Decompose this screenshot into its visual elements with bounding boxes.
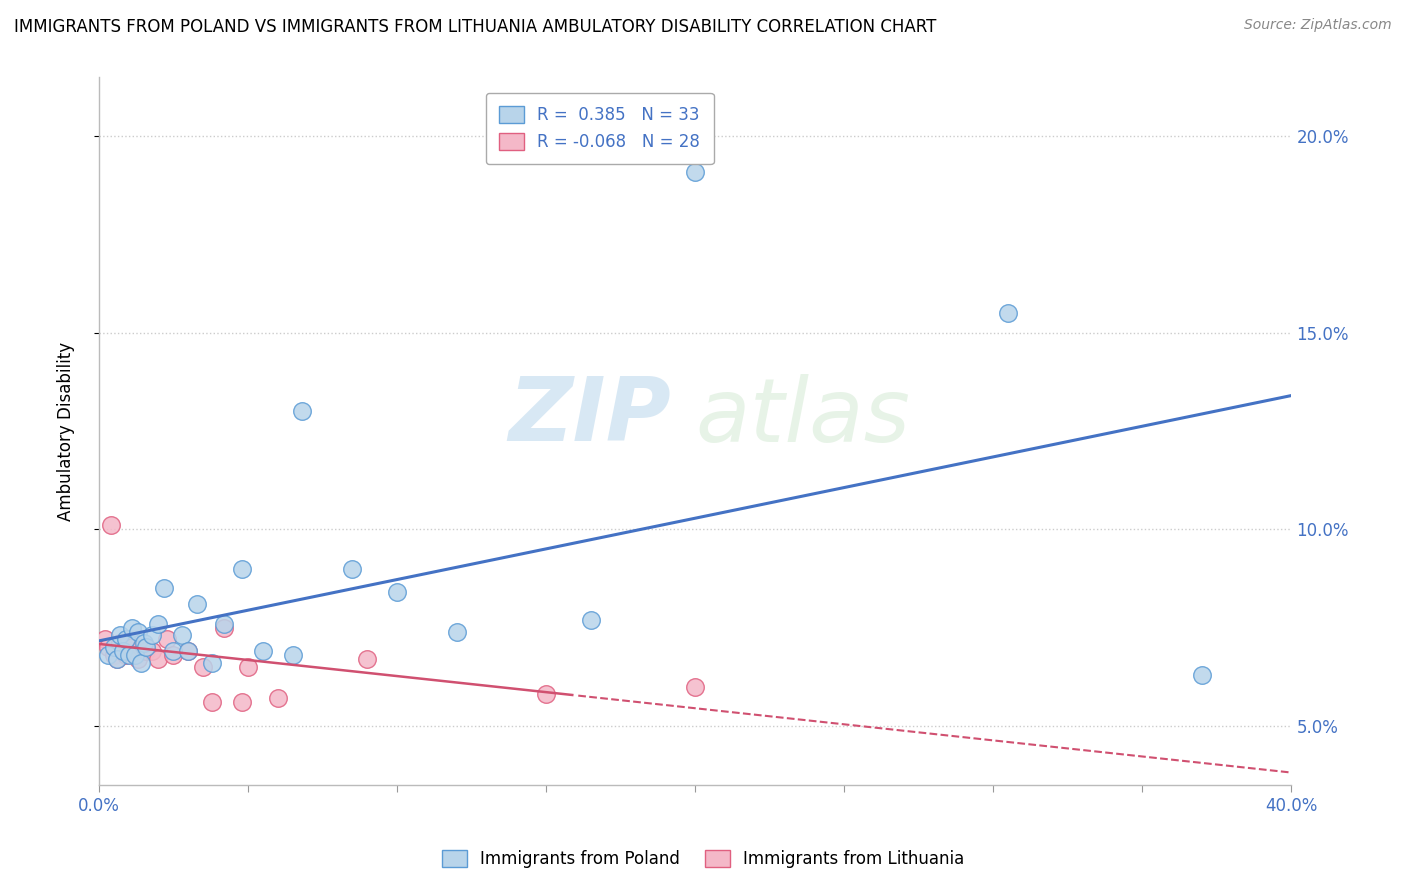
Point: [114, 648, 136, 662]
Point: [191, 660, 214, 674]
Point: [162, 644, 184, 658]
Point: [105, 652, 128, 666]
Point: [94, 632, 117, 647]
Point: [124, 648, 146, 662]
Point: [267, 691, 290, 706]
Point: [105, 652, 128, 666]
Point: [446, 624, 468, 639]
Point: [172, 628, 194, 642]
Point: [108, 628, 131, 642]
Point: [127, 652, 149, 666]
Point: [129, 656, 152, 670]
Point: [148, 652, 170, 666]
Point: [683, 165, 706, 179]
Point: [103, 640, 125, 655]
Point: [177, 644, 200, 658]
Point: [252, 644, 274, 658]
Point: [97, 640, 120, 655]
Point: [153, 582, 176, 596]
Point: [108, 636, 131, 650]
Point: [111, 644, 134, 658]
Point: [342, 561, 364, 575]
Point: [201, 695, 224, 709]
Point: [100, 518, 122, 533]
Point: [997, 306, 1019, 320]
Point: [132, 636, 155, 650]
Point: [231, 561, 253, 575]
Point: [124, 648, 146, 662]
Point: [121, 621, 143, 635]
Legend: R =  0.385   N = 33, R = -0.068   N = 28: R = 0.385 N = 33, R = -0.068 N = 28: [486, 93, 714, 164]
Point: [135, 644, 157, 658]
Point: [534, 687, 557, 701]
Point: [103, 648, 125, 662]
Point: [579, 613, 602, 627]
Point: [212, 616, 235, 631]
Point: [117, 648, 139, 662]
Point: [1191, 667, 1213, 681]
Point: [231, 695, 253, 709]
Point: [111, 644, 134, 658]
Text: Source: ZipAtlas.com: Source: ZipAtlas.com: [1244, 18, 1392, 32]
Point: [97, 648, 120, 662]
Point: [114, 632, 136, 647]
Text: atlas: atlas: [695, 374, 910, 460]
Point: [356, 652, 378, 666]
Point: [148, 616, 170, 631]
Point: [683, 680, 706, 694]
Point: [117, 632, 139, 647]
Point: [121, 640, 143, 655]
Point: [212, 621, 235, 635]
Point: [162, 648, 184, 662]
Y-axis label: Ambulatory Disability: Ambulatory Disability: [58, 342, 75, 521]
Text: ZIP: ZIP: [509, 374, 671, 460]
Point: [290, 404, 312, 418]
Legend: Immigrants from Poland, Immigrants from Lithuania: Immigrants from Poland, Immigrants from …: [434, 843, 972, 875]
Point: [127, 624, 149, 639]
Point: [281, 648, 304, 662]
Point: [129, 640, 152, 655]
Point: [135, 640, 157, 655]
Point: [156, 632, 179, 647]
Text: IMMIGRANTS FROM POLAND VS IMMIGRANTS FROM LITHUANIA AMBULATORY DISABILITY CORREL: IMMIGRANTS FROM POLAND VS IMMIGRANTS FRO…: [14, 18, 936, 36]
Point: [141, 628, 163, 642]
Point: [186, 597, 208, 611]
Point: [201, 656, 224, 670]
Point: [141, 644, 163, 658]
Point: [177, 644, 200, 658]
Point: [236, 660, 259, 674]
Point: [385, 585, 408, 599]
